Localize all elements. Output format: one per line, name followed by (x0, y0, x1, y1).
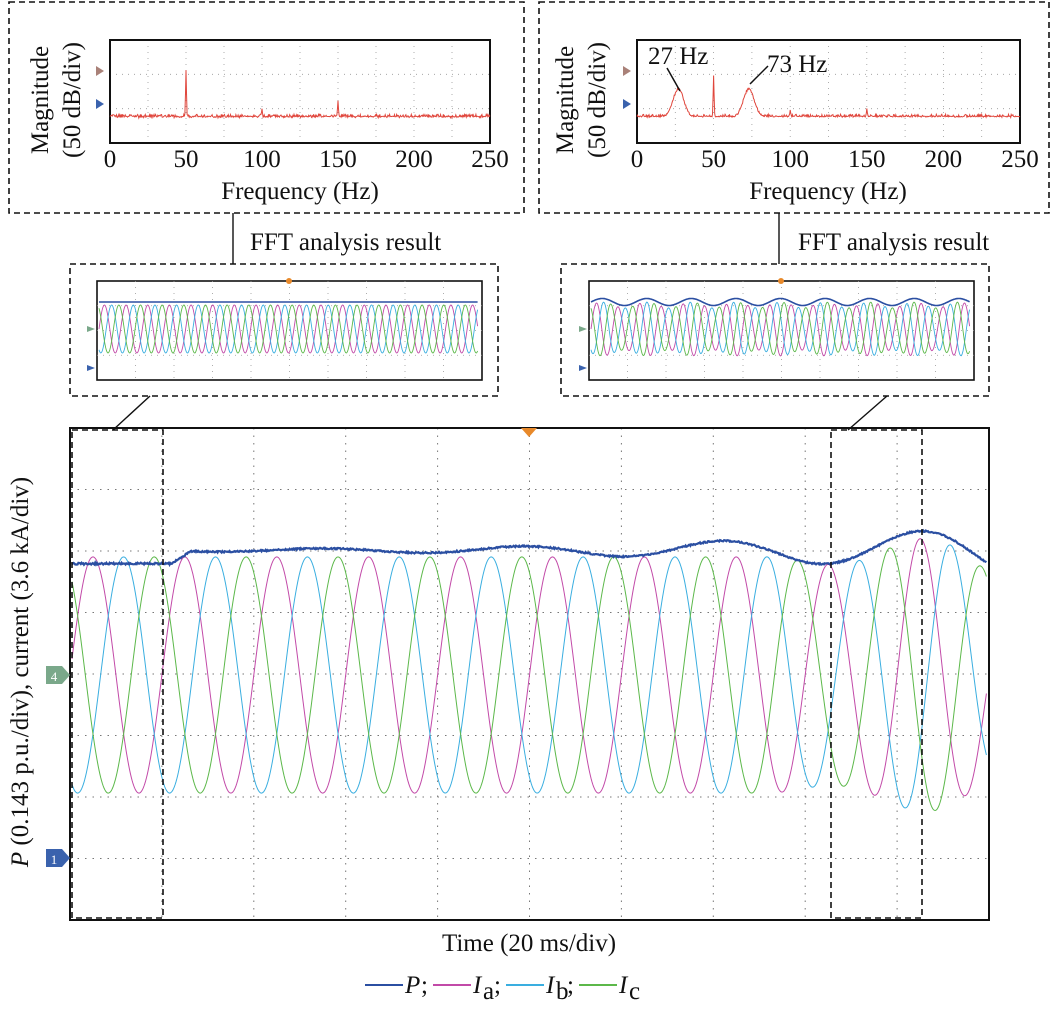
legend-label: I (545, 972, 556, 999)
zoom-right-traces (590, 297, 971, 357)
fft-tick-label: 250 (1001, 146, 1039, 173)
fft-left-dashed-box (8, 1, 525, 214)
fft-right-ylabel-line2: (50 dB/div) (584, 42, 611, 158)
zoom-right-dashed-box (560, 263, 990, 397)
channel-4-label: 4 (51, 669, 58, 684)
channel-1-marker: 1 (46, 849, 70, 867)
legend-separator: ; (567, 972, 574, 999)
legend-label: P (404, 972, 420, 999)
annotation-73hz-leader (749, 65, 769, 85)
fft-panel-right: Magnitude (50 dB/div) 27 Hz 73 Hz 0 50 100… (538, 1, 1050, 214)
legend-separator: ; (421, 972, 428, 999)
caption-right: FFT analysis result (798, 229, 989, 256)
channel-4-marker: 4 (46, 666, 70, 684)
fft-tick-label: 200 (925, 146, 963, 173)
main-traces (71, 528, 988, 812)
fft-right-plot-frame (636, 39, 1021, 144)
fft-right-ylabel-line1: Magnitude (552, 46, 579, 154)
main-selection-left (71, 429, 164, 919)
fft-tick-label: 250 (471, 146, 509, 173)
zoom-right-trigger-marker (778, 278, 784, 284)
series-ia-line (71, 538, 987, 797)
zoom-panel-left (69, 263, 499, 397)
zoom-right-ch4-marker (579, 326, 587, 332)
zoom-left-ch1-marker (87, 365, 95, 371)
fft-tick-label: 200 (395, 146, 433, 173)
fft-right-spectrum-line (636, 75, 1021, 120)
series-p-line (71, 528, 988, 568)
main-plot: P (0.143 p.u./div), current (3.6 kA/div)… (7, 427, 990, 957)
fft-left-zero-marker (96, 99, 104, 109)
zoom-panel-right (560, 263, 990, 397)
series-ib-line (71, 544, 987, 809)
legend-label: I (618, 972, 629, 999)
fft-right-tick-labels: 0 50 100 150 200 250 (631, 146, 1039, 173)
fft-tick-label: 0 (631, 146, 644, 173)
annotation-27hz: 27 Hz (648, 43, 708, 70)
fft-right-dashed-box (538, 1, 1050, 214)
fft-right-zero-marker (623, 99, 631, 109)
main-xlabel: Time (20 ms/div) (442, 930, 616, 957)
fft-left-ref-marker (96, 66, 104, 76)
zoom-left-connector (112, 395, 151, 431)
fft-tick-label: 50 (701, 146, 726, 173)
zoom-left-dashed-box (69, 263, 499, 397)
zoom-series-p-line (590, 297, 970, 307)
series-ic-line (71, 547, 987, 812)
fft-right-ref-marker (623, 66, 631, 76)
fft-left-grid (110, 40, 490, 143)
fft-left-spectrum-line (109, 70, 491, 120)
legend-subscript: b (556, 978, 569, 1005)
fft-tick-label: 0 (104, 146, 117, 173)
zoom-left-grid (97, 281, 482, 380)
fft-tick-label: 150 (319, 146, 357, 173)
zoom-series-ic-line (590, 301, 971, 357)
legend-separator: ; (494, 972, 501, 999)
legend-label: I (472, 972, 483, 999)
zoom-left-ch4-marker (87, 326, 95, 332)
fft-left-xlabel: Frequency (Hz) (221, 178, 379, 205)
legend-subscript: c (629, 978, 640, 1005)
main-selection-right (830, 429, 923, 919)
zoom-series-ic-line (98, 304, 479, 354)
caption-left: FFT analysis result (250, 229, 441, 256)
fft-left-tick-labels: 0 50 100 150 200 250 (104, 146, 509, 173)
channel-1-label: 1 (51, 852, 58, 867)
fft-tick-label: 100 (771, 146, 809, 173)
zoom-left-trigger-marker (286, 278, 292, 284)
fft-left-plot-frame (109, 39, 491, 144)
fft-left-ylabel-line2: (50 dB/div) (59, 42, 86, 158)
annotation-27hz-leader (666, 67, 681, 92)
annotation-73hz: 73 Hz (767, 51, 827, 78)
zoom-right-connector (847, 395, 888, 431)
fft-tick-label: 100 (243, 146, 281, 173)
fft-tick-label: 150 (848, 146, 886, 173)
main-trigger-marker (521, 428, 537, 437)
fft-panel-left: Magnitude (50 dB/div) 0 50 100 150 200 250 Fr… (8, 1, 525, 214)
zoom-left-traces (98, 301, 479, 354)
fft-right-xlabel: Frequency (Hz) (749, 178, 907, 205)
fft-tick-label: 50 (174, 146, 199, 173)
legend-subscript: a (483, 978, 494, 1005)
zoom-right-ch1-marker (579, 365, 587, 371)
main-ylabel: P (0.143 p.u./div), current (3.6 kA/div) (7, 477, 34, 868)
fft-left-ylabel-line1: Magnitude (27, 46, 54, 154)
